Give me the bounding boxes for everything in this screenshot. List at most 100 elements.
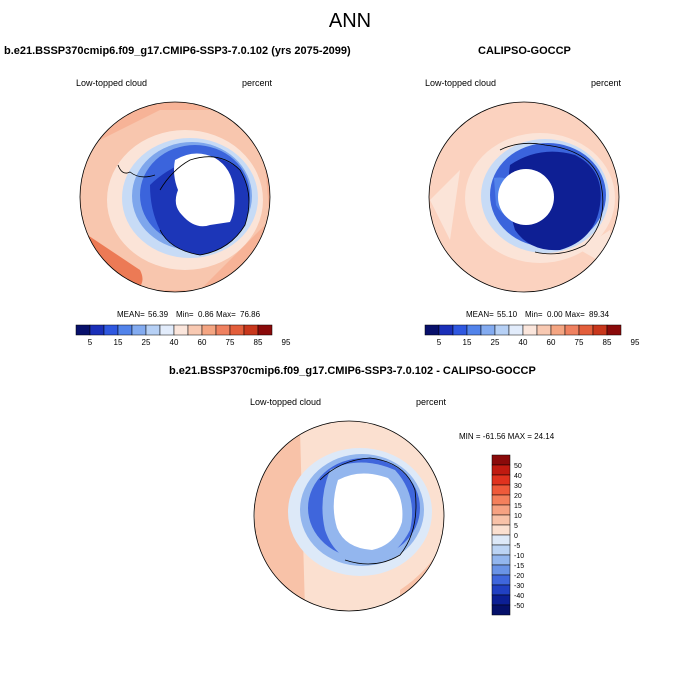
colorbar-1-swatch: [89, 324, 105, 336]
colorbar-3-tick-label: -30: [514, 583, 524, 590]
colorbar-3-tick-label: -40: [514, 593, 524, 600]
panel-1-max-label: Max=: [216, 310, 236, 319]
colorbar-2-swatch: [438, 324, 454, 336]
colorbar-3-swatch: [491, 554, 511, 566]
map-2-boundary: [428, 101, 620, 293]
colorbar-1-swatch: [257, 324, 273, 336]
panel-1-mean: 56.39: [148, 310, 169, 319]
panel-2-min: 0.00: [547, 310, 563, 319]
colorbar-3-swatch: [491, 494, 511, 506]
colorbar-2-tick-label: 60: [547, 338, 556, 347]
colorbar-3-swatch: [491, 474, 511, 486]
colorbar-3-swatch: [491, 454, 511, 466]
colorbar-3-tick-label: -5: [514, 543, 520, 550]
panel-2-variable-label: Low-topped cloud: [425, 78, 497, 88]
map-3-coastline: [319, 457, 417, 565]
colorbar-2-swatch: [522, 324, 538, 336]
panel-3-title: b.e21.BSSP370cmip6.f09_g17.CMIP6-SSP3-7.…: [169, 365, 536, 377]
panel-2-title: CALIPSO-GOCCP: [478, 45, 571, 57]
colorbar-3-swatch: [491, 604, 511, 616]
colorbar-1-swatch: [187, 324, 203, 336]
panel-3-variable-label: Low-topped cloud: [250, 397, 322, 407]
panel-3-units-label: percent: [416, 397, 447, 407]
colorbar-3-tick-label: -15: [514, 563, 524, 570]
panel-1-min-label: Min=: [176, 310, 194, 319]
colorbar-3-swatch: [491, 544, 511, 556]
panel-2-min-label: Min=: [525, 310, 543, 319]
panel-2-max: 89.34: [589, 310, 610, 319]
panel-1-units-label: percent: [242, 78, 273, 88]
colorbar-3-swatch: [491, 514, 511, 526]
colorbar-2-swatch: [480, 324, 496, 336]
panel-2-mean-label: MEAN=: [466, 310, 494, 319]
colorbar-1-swatch: [173, 324, 189, 336]
colorbar-3-swatch: [491, 584, 511, 596]
map-2-polar-gap: [498, 169, 554, 225]
colorbar-3-tick-label: 10: [514, 513, 522, 520]
colorbar-3-tick-label: 40: [514, 473, 522, 480]
colorbar-3-tick-label: 20: [514, 493, 522, 500]
colorbar-3-tick-label: 50: [514, 463, 522, 470]
map-2-coastline: [499, 142, 604, 255]
colorbar-3-swatch: [491, 464, 511, 476]
colorbar-1-tick-label: 60: [198, 338, 207, 347]
colorbar-2-tick-label: 75: [575, 338, 584, 347]
colorbar-1-swatch: [117, 324, 133, 336]
colorbar-2-tick-label: 15: [463, 338, 472, 347]
colorbar-1-tick-label: 25: [142, 338, 151, 347]
map-2-observations: [429, 102, 619, 292]
map-1-coastline: [117, 156, 250, 256]
colorbar-1-swatch: [243, 324, 259, 336]
colorbar-3-tick-label: -20: [514, 573, 524, 580]
colorbar-1-tick-label: 15: [114, 338, 123, 347]
colorbar-2-swatch: [424, 324, 440, 336]
colorbar-3-tick-label: 15: [514, 503, 522, 510]
colorbar-2-tick-label: 40: [519, 338, 528, 347]
colorbar-3-swatch: [491, 574, 511, 586]
colorbar-1-swatch: [215, 324, 231, 336]
panel-2-max-label: Max=: [565, 310, 585, 319]
map-1-antarctica-mask: [174, 153, 235, 227]
map-3-antarctica-mask: [333, 473, 403, 550]
colorbar-3-swatch: [491, 504, 511, 516]
colorbar-2-swatch: [592, 324, 608, 336]
colorbar-3-swatch: [491, 564, 511, 576]
colorbar-3-tick-label: 30: [514, 483, 522, 490]
colorbar-1-tick-label: 40: [170, 338, 179, 347]
colorbar-1-swatch: [75, 324, 91, 336]
colorbar-2-tick-label: 25: [491, 338, 500, 347]
map-1-boundary: [79, 101, 271, 293]
panel-3-stats: MIN = -61.56 MAX = 24.14: [459, 432, 555, 441]
panel-1-title: b.e21.BSSP370cmip6.f09_g17.CMIP6-SSP3-7.…: [4, 45, 351, 57]
colorbar-1-tick-label: 85: [254, 338, 263, 347]
colorbar-1-swatch: [145, 324, 161, 336]
colorbar-3-tick-label: -50: [514, 603, 524, 610]
map-3-boundary: [253, 420, 445, 612]
colorbar-2-swatch: [606, 324, 622, 336]
colorbar-2-swatch: [550, 324, 566, 336]
colorbar-2-tick-label: 95: [631, 338, 640, 347]
panel-1-min: 0.86: [198, 310, 214, 319]
colorbar-1-swatch: [159, 324, 175, 336]
colorbar-panel-1: 5 15 25 40 60 75 85 95: [75, 324, 291, 347]
colorbar-2-swatch: [494, 324, 510, 336]
colorbar-3-swatch: [491, 484, 511, 496]
colorbar-3-tick-label: -10: [514, 553, 524, 560]
figure-title: ANN: [328, 10, 372, 32]
colorbar-2-swatch: [564, 324, 580, 336]
colorbar-panel-2: 5 15 25 40 60 75 85 95: [424, 324, 640, 347]
colorbar-1-tick-label: 75: [226, 338, 235, 347]
colorbar-2-swatch: [578, 324, 594, 336]
colorbar-3-tick-label: 5: [514, 523, 518, 530]
colorbar-2-tick-label: 5: [437, 338, 442, 347]
colorbar-2-swatch: [508, 324, 524, 336]
colorbar-2-tick-label: 85: [603, 338, 612, 347]
panel-1-max: 76.86: [240, 310, 261, 319]
colorbar-1-tick-label: 95: [282, 338, 291, 347]
colorbar-2-swatch: [466, 324, 482, 336]
map-1-model: [80, 102, 270, 292]
colorbar-1-swatch: [103, 324, 119, 336]
panel-2-mean: 55.10: [497, 310, 518, 319]
